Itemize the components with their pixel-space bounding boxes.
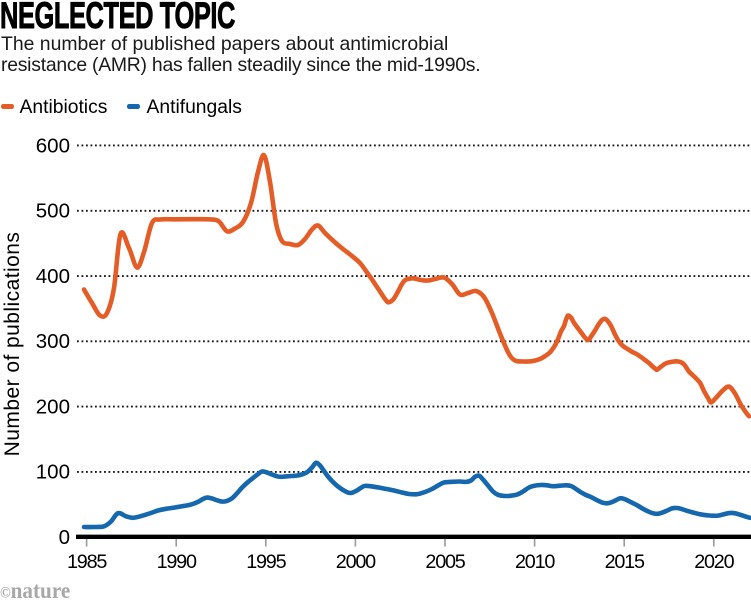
svg-text:2020: 2020	[694, 551, 734, 573]
svg-text:0: 0	[59, 526, 70, 549]
svg-text:200: 200	[36, 395, 70, 418]
svg-text:500: 500	[36, 200, 70, 223]
svg-text:100: 100	[36, 461, 70, 484]
svg-text:400: 400	[36, 265, 70, 288]
svg-text:Number of publications: Number of publications	[1, 232, 24, 457]
svg-text:2005: 2005	[425, 551, 465, 573]
svg-text:1995: 1995	[246, 551, 286, 573]
svg-text:2010: 2010	[515, 551, 555, 573]
svg-text:1990: 1990	[157, 551, 197, 573]
svg-text:600: 600	[36, 134, 70, 157]
svg-text:300: 300	[36, 330, 70, 353]
svg-text:1985: 1985	[67, 551, 107, 573]
svg-text:2000: 2000	[336, 551, 376, 573]
svg-text:2015: 2015	[605, 551, 645, 573]
